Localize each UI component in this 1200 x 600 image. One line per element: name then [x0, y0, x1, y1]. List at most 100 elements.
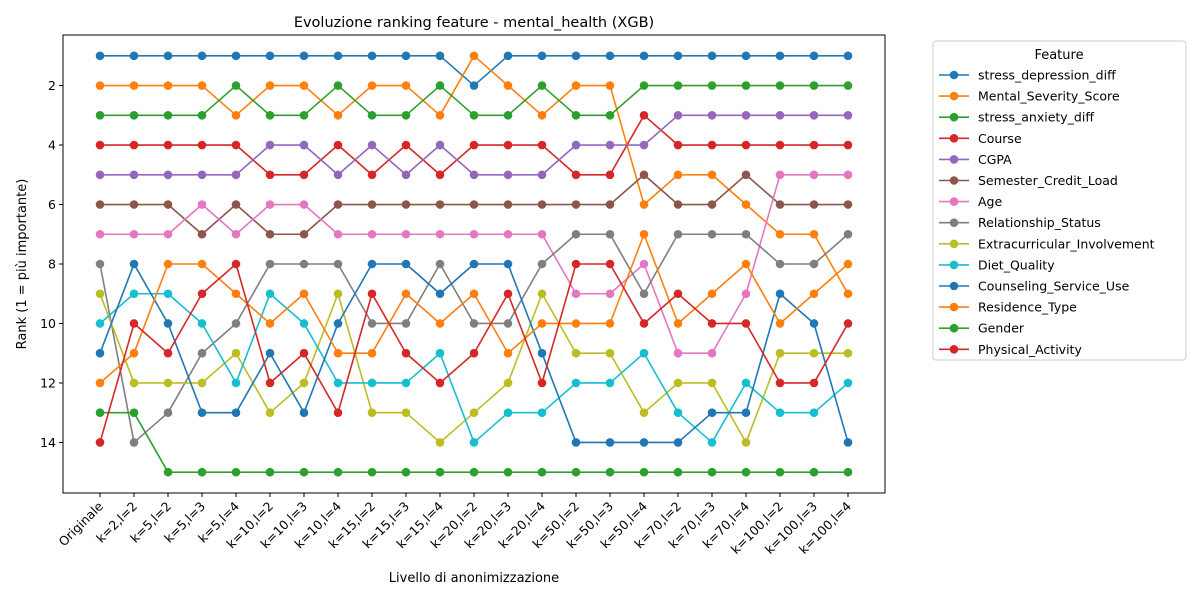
data-point	[673, 200, 683, 209]
data-point	[333, 259, 343, 269]
data-point	[537, 467, 547, 477]
data-point	[707, 467, 717, 477]
data-point	[605, 378, 615, 388]
data-point	[401, 319, 411, 328]
legend-marker	[949, 70, 959, 80]
data-point	[843, 289, 853, 299]
legend-item: Counseling_Service_Use	[939, 279, 1130, 294]
data-point	[537, 319, 547, 328]
data-point	[809, 170, 819, 180]
legend-label: Mental_Severity_Score	[978, 89, 1120, 104]
series-layer	[95, 51, 853, 477]
data-point	[775, 170, 785, 180]
data-point	[503, 229, 513, 239]
y-tick-label: 10	[40, 316, 56, 331]
data-point	[367, 51, 377, 61]
data-point	[775, 140, 785, 150]
data-point	[265, 81, 275, 90]
data-point	[741, 140, 751, 150]
legend-marker	[949, 91, 959, 101]
data-point	[197, 51, 207, 61]
data-point	[503, 319, 513, 328]
y-axis: 2 4 6 8 10 12 14	[40, 78, 63, 450]
data-point	[299, 467, 309, 477]
data-point	[809, 81, 819, 90]
data-point	[469, 140, 479, 150]
series-Counseling_Service_Use	[95, 259, 853, 447]
data-point	[537, 140, 547, 150]
x-axis-label: Livello di anonimizzazione	[389, 571, 559, 586]
data-point	[809, 467, 819, 477]
data-point	[333, 140, 343, 150]
data-point	[707, 408, 717, 418]
data-point	[333, 378, 343, 388]
data-point	[367, 467, 377, 477]
data-point	[639, 200, 649, 209]
data-point	[163, 140, 173, 150]
data-point	[231, 229, 241, 239]
data-point	[605, 81, 615, 90]
legend-title: Feature	[1034, 48, 1083, 63]
y-tick-label: 4	[48, 138, 56, 153]
data-point	[333, 51, 343, 61]
data-point	[571, 81, 581, 90]
data-point	[299, 408, 309, 418]
data-point	[741, 229, 751, 239]
data-point	[401, 140, 411, 150]
data-point	[639, 289, 649, 299]
data-point	[197, 408, 207, 418]
data-point	[605, 51, 615, 61]
data-point	[639, 408, 649, 418]
data-point	[673, 110, 683, 120]
data-point	[197, 348, 207, 358]
series-stress_anxiety_diff	[95, 81, 853, 120]
legend-label: Age	[978, 194, 1002, 209]
data-point	[809, 229, 819, 239]
data-point	[231, 289, 241, 299]
data-point	[707, 110, 717, 120]
data-point	[401, 229, 411, 239]
data-point	[843, 348, 853, 358]
data-point	[435, 229, 445, 239]
data-point	[843, 140, 853, 150]
data-point	[571, 229, 581, 239]
data-point	[367, 110, 377, 120]
series-Physical_Activity	[95, 259, 853, 447]
data-point	[197, 259, 207, 269]
data-point	[95, 348, 105, 358]
y-axis-label: Rank (1 = più importante)	[15, 179, 30, 350]
data-point	[367, 408, 377, 418]
y-tick-label: 8	[48, 257, 56, 272]
data-point	[163, 51, 173, 61]
data-point	[673, 289, 683, 299]
data-point	[639, 170, 649, 180]
data-point	[231, 81, 241, 90]
data-point	[231, 51, 241, 61]
data-point	[265, 110, 275, 120]
data-point	[367, 289, 377, 299]
legend-item: Relationship_Status	[939, 215, 1101, 230]
data-point	[843, 200, 853, 209]
data-point	[639, 140, 649, 150]
legend: Feature stress_depression_diff Mental_Sev…	[932, 40, 1187, 361]
data-point	[95, 140, 105, 150]
data-point	[537, 348, 547, 358]
data-point	[639, 51, 649, 61]
data-point	[265, 467, 275, 477]
data-point	[673, 140, 683, 150]
data-point	[503, 110, 513, 120]
data-point	[129, 51, 139, 61]
data-point	[333, 229, 343, 239]
legend-marker	[949, 302, 959, 312]
data-point	[741, 170, 751, 180]
data-point	[639, 229, 649, 239]
data-point	[741, 110, 751, 120]
data-point	[129, 259, 139, 269]
data-point	[163, 170, 173, 180]
data-point	[333, 319, 343, 328]
data-point	[299, 51, 309, 61]
data-point	[401, 259, 411, 269]
data-point	[197, 378, 207, 388]
data-point	[95, 81, 105, 90]
data-point	[605, 110, 615, 120]
